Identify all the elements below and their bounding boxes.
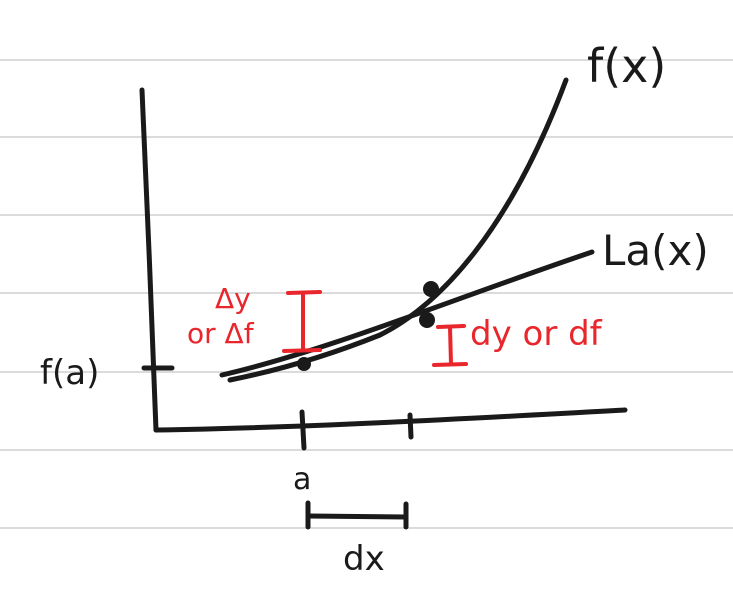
a-tick xyxy=(299,409,307,451)
dy-or-df-label: dy or df xyxy=(470,314,603,354)
or-delta-f-label: or Δf xyxy=(187,317,255,350)
fa-label: f(a) xyxy=(40,353,99,393)
ruled-lines xyxy=(0,59,733,529)
axes xyxy=(139,87,628,451)
tangent-line-la xyxy=(219,249,595,378)
y-axis xyxy=(139,87,159,433)
a-plus-dx-tick xyxy=(407,412,414,440)
a-label: a xyxy=(293,462,311,497)
point-a-fa xyxy=(297,357,311,371)
delta-y-bracket xyxy=(282,290,322,353)
dx-label: dx xyxy=(343,539,385,579)
point-f-at-a-plus-dx xyxy=(423,281,439,297)
dy-bracket xyxy=(432,324,468,367)
delta-y-label: Δy xyxy=(215,282,251,315)
f-label: f(x) xyxy=(587,39,666,93)
x-axis xyxy=(153,407,628,433)
point-la-at-a-plus-dx xyxy=(419,312,435,328)
la-label: La(x) xyxy=(602,226,709,275)
dx-bracket xyxy=(305,500,409,530)
f-curve xyxy=(227,77,569,383)
